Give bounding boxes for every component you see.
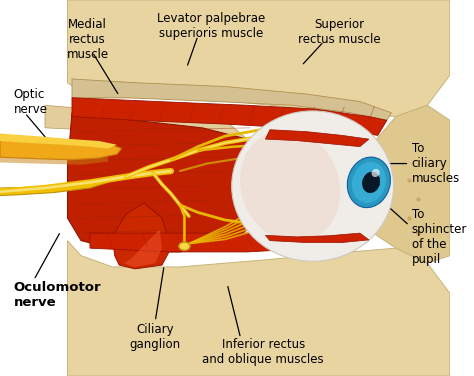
Polygon shape (0, 182, 99, 191)
Polygon shape (124, 229, 162, 267)
Ellipse shape (352, 162, 386, 203)
Polygon shape (265, 233, 369, 243)
Polygon shape (265, 130, 369, 147)
Polygon shape (365, 105, 450, 263)
Ellipse shape (363, 172, 380, 193)
Polygon shape (67, 113, 270, 252)
Ellipse shape (372, 169, 380, 177)
Text: Inferior rectus
and oblique muscles: Inferior rectus and oblique muscles (202, 338, 324, 365)
Polygon shape (112, 203, 171, 269)
Text: Optic
nerve: Optic nerve (13, 88, 47, 115)
Text: Ciliary
ganglion: Ciliary ganglion (129, 323, 181, 350)
Text: Oculomotor
nerve: Oculomotor nerve (13, 281, 101, 309)
Ellipse shape (347, 157, 391, 208)
Polygon shape (72, 79, 392, 120)
Ellipse shape (179, 242, 190, 250)
Polygon shape (0, 177, 117, 196)
Polygon shape (90, 222, 369, 252)
Text: To
ciliary
muscles: To ciliary muscles (411, 142, 460, 185)
Polygon shape (0, 133, 117, 149)
Text: Superior
rectus muscle: Superior rectus muscle (298, 18, 381, 46)
Polygon shape (67, 0, 450, 117)
Polygon shape (45, 105, 247, 154)
Text: To
sphincter
of the
pupil: To sphincter of the pupil (411, 208, 467, 266)
Text: Medial
rectus
muscle: Medial rectus muscle (67, 18, 109, 61)
Polygon shape (72, 98, 387, 135)
Ellipse shape (240, 130, 340, 242)
Polygon shape (0, 157, 108, 165)
Ellipse shape (232, 111, 393, 261)
Text: Levator palpebrae
superioris muscle: Levator palpebrae superioris muscle (157, 12, 265, 40)
Polygon shape (67, 241, 450, 376)
Polygon shape (0, 135, 121, 160)
